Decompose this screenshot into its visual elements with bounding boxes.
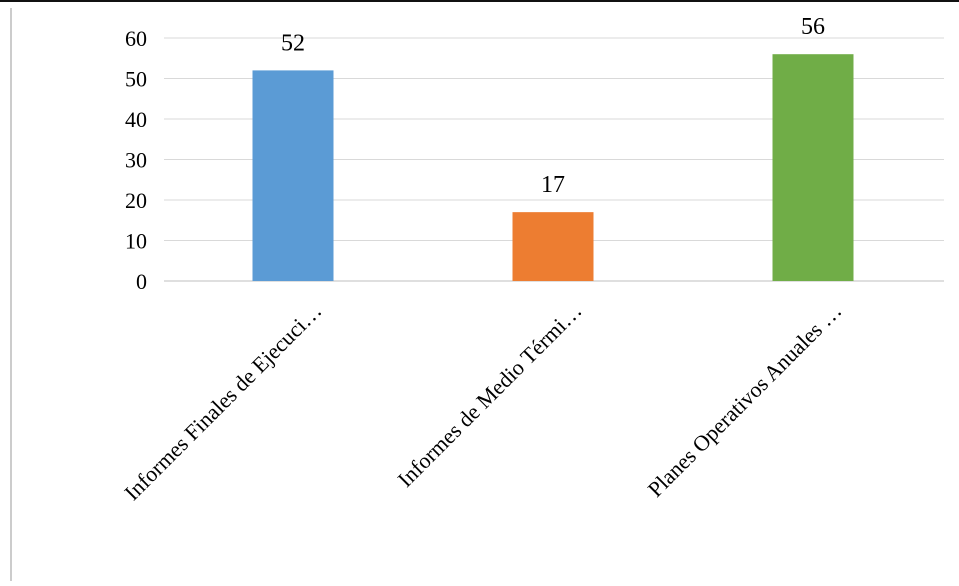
y-tick-label: 0 [136,269,147,294]
data-label: 17 [541,172,565,198]
y-tick-label: 40 [125,107,147,132]
data-label: 52 [281,30,305,56]
bars [252,54,854,282]
data-labels: 52 17 56 [281,14,825,198]
y-tick-label: 50 [125,67,147,92]
x-axis: Informes Finales de Ejecuci… Informes de … [119,298,846,505]
data-label: 56 [801,14,825,40]
y-tick-label: 60 [125,26,147,51]
bar-3 [772,54,854,282]
bar-2 [512,212,594,281]
y-tick-label: 20 [125,188,147,213]
bar-1 [252,70,334,282]
y-tick-label: 10 [125,229,147,254]
cropped-caption-edge [0,0,959,2]
y-axis: 0 10 20 30 40 50 60 [125,26,147,294]
category-label: Informes Finales de Ejecuci… [119,298,326,505]
category-label: Informes de Medio Térmi… [392,298,586,492]
category-label: Planes Operativos Anuales … [643,298,847,502]
y-tick-label: 30 [125,148,147,173]
